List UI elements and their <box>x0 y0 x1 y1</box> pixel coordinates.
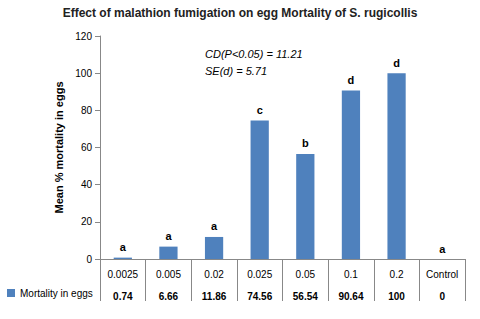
svg-text:Control: Control <box>426 269 458 280</box>
svg-text:Effect of malathion fumigation: Effect of malathion fumigation on egg Mo… <box>63 6 418 20</box>
svg-text:0.05: 0.05 <box>296 269 316 280</box>
svg-text:0.1: 0.1 <box>344 269 358 280</box>
svg-text:d: d <box>393 57 400 69</box>
svg-text:Mortality in eggs: Mortality in eggs <box>20 288 93 299</box>
svg-text:100: 100 <box>75 68 92 79</box>
svg-text:0: 0 <box>86 254 92 265</box>
svg-text:0.2: 0.2 <box>390 269 404 280</box>
svg-text:120: 120 <box>75 31 92 42</box>
svg-text:d: d <box>348 74 355 86</box>
svg-text:56.54: 56.54 <box>293 291 318 302</box>
svg-text:b: b <box>302 137 309 149</box>
svg-text:90.64: 90.64 <box>338 291 363 302</box>
svg-text:11.86: 11.86 <box>202 291 227 302</box>
svg-text:0.02: 0.02 <box>204 269 224 280</box>
svg-text:6.66: 6.66 <box>159 291 179 302</box>
svg-text:0: 0 <box>439 291 445 302</box>
svg-text:0.025: 0.025 <box>247 269 272 280</box>
svg-text:Mean % mortality in eggs: Mean % mortality in eggs <box>53 81 65 213</box>
svg-text:0.005: 0.005 <box>156 269 181 280</box>
svg-text:SE(d) = 5.71: SE(d) = 5.71 <box>205 65 267 77</box>
svg-text:60: 60 <box>81 142 93 153</box>
svg-text:74.56: 74.56 <box>247 291 272 302</box>
svg-text:40: 40 <box>81 179 93 190</box>
svg-text:100: 100 <box>388 291 405 302</box>
svg-text:a: a <box>211 220 218 232</box>
svg-text:a: a <box>439 243 446 255</box>
svg-text:20: 20 <box>81 216 93 227</box>
svg-text:a: a <box>120 241 127 253</box>
svg-text:0.74: 0.74 <box>113 291 133 302</box>
svg-text:CD(P<0.05) = 11.21: CD(P<0.05) = 11.21 <box>205 48 303 60</box>
svg-text:80: 80 <box>81 105 93 116</box>
svg-text:0.0025: 0.0025 <box>108 269 139 280</box>
svg-text:a: a <box>165 230 172 242</box>
svg-text:c: c <box>257 104 263 116</box>
